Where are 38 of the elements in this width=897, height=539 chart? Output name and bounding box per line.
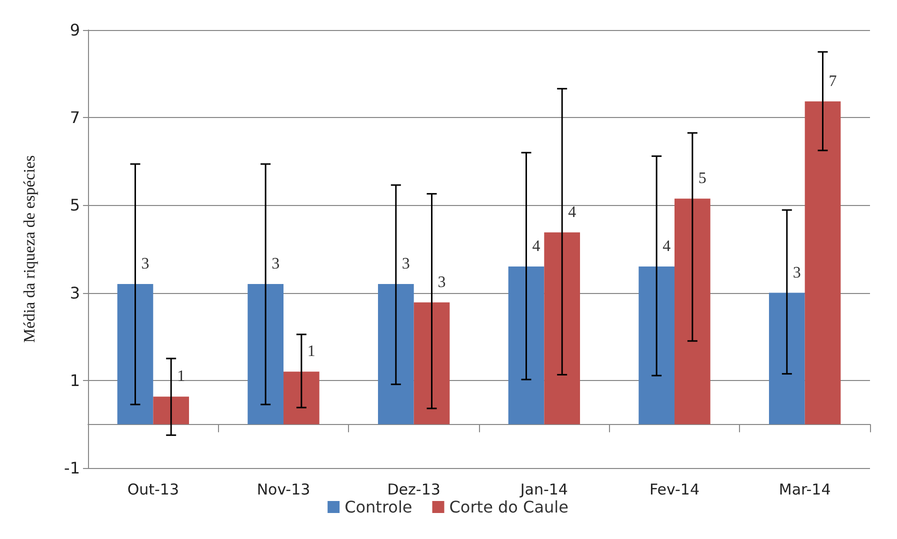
data-label: 4 (662, 238, 671, 256)
bar (544, 232, 580, 424)
bar (117, 284, 154, 424)
y-tick-label: -1 (64, 458, 80, 478)
data-label: 5 (698, 170, 706, 188)
bar (674, 198, 710, 424)
bar (508, 266, 544, 424)
x-tick-label: Nov-13 (256, 480, 310, 498)
y-tick-label: 9 (70, 20, 80, 40)
bar (414, 302, 450, 424)
bar (248, 284, 284, 424)
legend-label: Corte do Caule (449, 498, 568, 516)
data-label: 3 (402, 256, 410, 273)
x-tick-label: Dez-13 (387, 480, 440, 498)
y-tick-label: 7 (70, 108, 80, 128)
y-tick-label: 1 (70, 370, 80, 390)
bar (153, 396, 190, 424)
bar (804, 101, 841, 424)
x-tick-label: Fev-14 (649, 480, 700, 498)
x-tick-label: Mar-14 (778, 480, 831, 498)
y-axis-title: Média da riqueza de espécies (22, 155, 38, 343)
y-tick-label: 5 (70, 196, 80, 215)
data-label: 3 (792, 264, 801, 282)
x-tick-label: Out-13 (127, 480, 180, 498)
bar (768, 292, 805, 424)
x-tick-label: Jan-14 (519, 480, 568, 498)
data-label: 3 (141, 256, 150, 273)
bar (284, 372, 320, 424)
legend-label: Controle (344, 498, 412, 516)
data-label: 4 (568, 204, 576, 221)
data-label: 1 (307, 343, 316, 360)
data-label: 7 (828, 72, 837, 90)
data-label: 3 (272, 256, 280, 273)
y-tick-label: 3 (70, 283, 80, 302)
data-label: 3 (438, 274, 446, 291)
bar (378, 284, 414, 424)
bar (638, 266, 674, 424)
data-label: 4 (532, 238, 540, 256)
